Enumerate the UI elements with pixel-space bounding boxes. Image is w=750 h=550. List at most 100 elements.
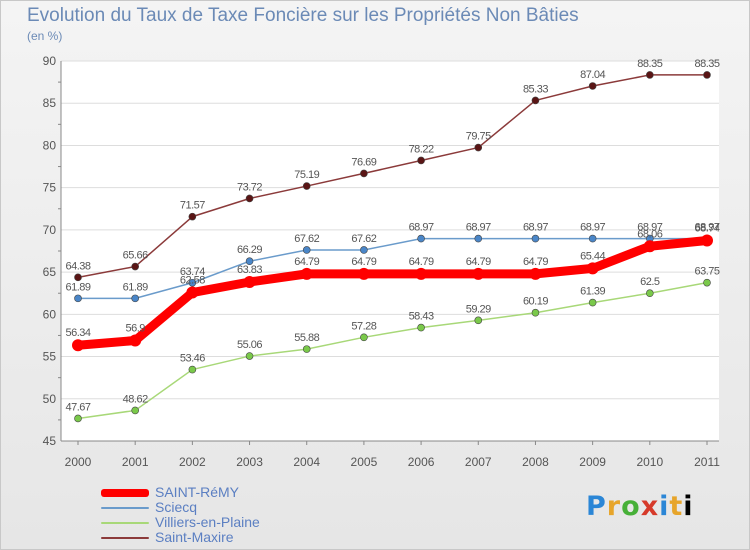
data-label: 55.06 bbox=[237, 339, 262, 351]
data-point bbox=[74, 414, 82, 423]
y-tick-label: 50 bbox=[43, 392, 57, 406]
x-tick-label: 2007 bbox=[465, 455, 492, 469]
data-label: 61.39 bbox=[580, 286, 605, 298]
x-tick-label: 2011 bbox=[694, 455, 720, 469]
data-point bbox=[74, 294, 82, 303]
data-label: 63.75 bbox=[694, 266, 719, 278]
data-label: 79.75 bbox=[466, 131, 491, 143]
data-point bbox=[531, 234, 540, 243]
x-tick-label: 2010 bbox=[636, 455, 663, 469]
data-point bbox=[646, 71, 654, 79]
data-label: 68.97 bbox=[580, 222, 605, 234]
data-point bbox=[188, 278, 197, 287]
data-point bbox=[131, 406, 139, 415]
y-tick-label: 80 bbox=[43, 138, 57, 152]
logo-letter: x bbox=[640, 491, 660, 522]
data-point bbox=[472, 267, 485, 280]
x-tick-label: 2009 bbox=[579, 455, 606, 469]
data-point bbox=[646, 289, 654, 298]
data-label: 55.88 bbox=[294, 332, 319, 344]
data-label: 63.83 bbox=[237, 264, 262, 276]
data-label: 62.5 bbox=[640, 276, 660, 288]
data-point bbox=[300, 267, 313, 280]
data-label: 87.04 bbox=[580, 69, 605, 81]
data-point bbox=[188, 212, 197, 221]
data-label: 76.69 bbox=[351, 156, 376, 168]
data-label: 64.79 bbox=[409, 256, 434, 268]
logo-letter: o bbox=[621, 491, 641, 522]
y-tick-label: 45 bbox=[43, 434, 57, 448]
series-line bbox=[73, 236, 712, 350]
data-label: 64.38 bbox=[65, 260, 90, 272]
data-point bbox=[474, 234, 483, 243]
data-label: 88.35 bbox=[694, 58, 719, 70]
data-point bbox=[357, 267, 370, 280]
data-point bbox=[129, 334, 142, 347]
legend-label: Villiers-en-Plaine bbox=[155, 514, 260, 530]
data-point bbox=[417, 234, 425, 243]
data-point bbox=[586, 262, 599, 275]
data-point bbox=[474, 316, 483, 325]
data-label: 68.97 bbox=[523, 222, 548, 234]
x-tick-label: 2006 bbox=[408, 455, 435, 469]
data-label: 57.28 bbox=[351, 320, 376, 332]
data-point bbox=[245, 257, 254, 266]
logo-letter: r bbox=[606, 491, 622, 522]
data-label: 67.62 bbox=[294, 233, 319, 245]
data-point bbox=[643, 240, 656, 253]
data-label: 60.19 bbox=[523, 296, 548, 308]
data-label: 68.97 bbox=[409, 222, 434, 234]
data-point bbox=[531, 96, 540, 105]
data-point bbox=[588, 298, 597, 307]
data-label: 62.58 bbox=[180, 275, 205, 287]
logo-letter: i bbox=[683, 491, 694, 522]
legend-label: SAINT-RéMY bbox=[155, 484, 240, 500]
data-point bbox=[302, 345, 311, 353]
y-tick-label: 70 bbox=[43, 223, 57, 237]
data-label: 88.35 bbox=[637, 58, 662, 70]
chart-subtitle: (en %) bbox=[27, 29, 63, 43]
data-label: 68.74 bbox=[694, 223, 719, 235]
data-label: 59.29 bbox=[466, 303, 491, 315]
data-point bbox=[188, 365, 197, 374]
series-line bbox=[77, 74, 708, 279]
x-tick-label: 2000 bbox=[65, 455, 92, 469]
data-point bbox=[360, 246, 368, 254]
legend-swatch bbox=[101, 521, 149, 524]
data-label: 73.72 bbox=[237, 181, 262, 193]
data-point bbox=[72, 339, 84, 352]
data-label: 64.79 bbox=[351, 256, 376, 268]
x-tick-label: 2008 bbox=[522, 455, 549, 469]
data-label: 48.62 bbox=[123, 393, 148, 405]
data-label: 75.19 bbox=[294, 169, 319, 181]
legend-swatch bbox=[101, 536, 149, 539]
data-label: 65.44 bbox=[580, 250, 605, 262]
data-label: 65.66 bbox=[123, 250, 148, 262]
data-label: 68.97 bbox=[694, 222, 719, 234]
data-label: 58.43 bbox=[409, 311, 434, 323]
data-point bbox=[529, 267, 542, 280]
data-label: 71.57 bbox=[180, 200, 205, 212]
data-point bbox=[701, 234, 713, 247]
x-tick-label: 2003 bbox=[236, 455, 263, 469]
legend-swatch bbox=[101, 506, 149, 509]
data-label: 68.97 bbox=[637, 222, 662, 234]
data-label: 67.62 bbox=[351, 233, 376, 245]
data-label: 63.74 bbox=[180, 266, 205, 278]
data-point bbox=[131, 262, 139, 271]
logo-letter: P bbox=[586, 491, 607, 522]
data-label: 56.34 bbox=[65, 327, 90, 339]
proxiti-logo: Proxiti bbox=[586, 491, 694, 522]
legend-label: Sciecq bbox=[155, 499, 198, 515]
data-label: 64.79 bbox=[523, 256, 548, 268]
chart-title: Evolution du Taux de Taxe Foncière sur l… bbox=[27, 5, 579, 26]
data-point bbox=[531, 308, 540, 317]
y-tick-label: 65 bbox=[43, 265, 57, 279]
data-point bbox=[588, 82, 597, 90]
data-point bbox=[360, 169, 368, 178]
data-label: 64.79 bbox=[294, 256, 319, 268]
plot-area bbox=[61, 61, 719, 441]
data-label: 66.29 bbox=[237, 244, 262, 256]
